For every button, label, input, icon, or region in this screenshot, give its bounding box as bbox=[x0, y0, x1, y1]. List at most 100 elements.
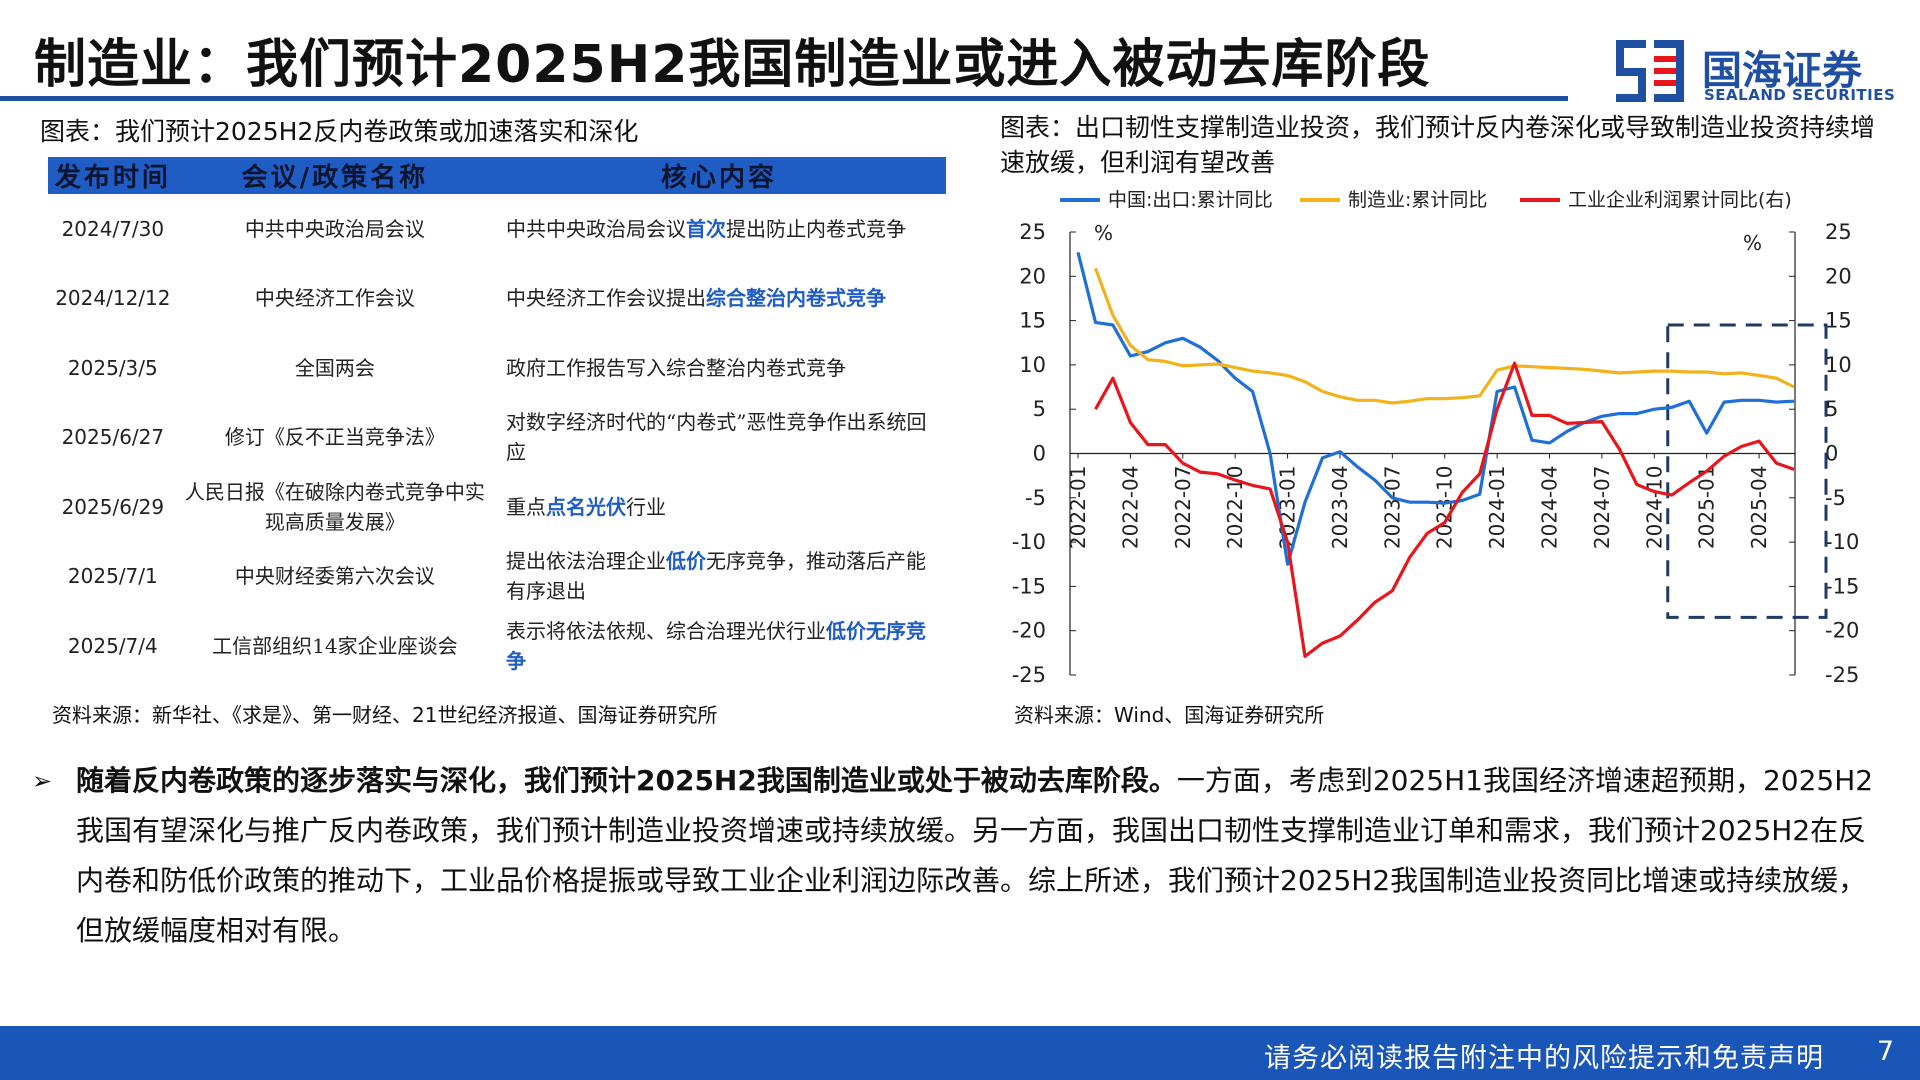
x-tick-label: 2025-04 bbox=[1747, 466, 1771, 550]
table-row: 2024/12/12 中央经济工作会议 中央经济工作会议提出综合整治内卷式竞争 bbox=[48, 264, 946, 334]
cell-policy-name: 修订《反不正当竞争法》 bbox=[224, 425, 445, 450]
right-unit-label: % bbox=[1743, 231, 1762, 255]
left-y-tick-label: -25 bbox=[1012, 663, 1046, 687]
core-text: 行业 bbox=[626, 494, 667, 519]
left-y-tick-label: 25 bbox=[1019, 220, 1046, 244]
cell-policy-name: 全国两会 bbox=[294, 355, 375, 380]
highlight-dashed-box bbox=[1666, 323, 1828, 619]
paragraph-body: 一方面，考虑到2025H1我国经济增速超预期，2025H2我国有望深化与推广反内… bbox=[76, 764, 1874, 947]
x-tick-label: 2023-04 bbox=[1328, 466, 1352, 550]
x-tick-label: 2025-01 bbox=[1695, 466, 1719, 550]
cell-policy-name: 中央经济工作会议 bbox=[254, 286, 415, 311]
left-y-tick-label: -15 bbox=[1012, 574, 1046, 598]
cell-policy-name: 人民日报《在破除内卷式竞争中实现高质量发展》 bbox=[184, 479, 485, 534]
x-tick-label: 2024-07 bbox=[1590, 466, 1614, 550]
page-number: 7 bbox=[1876, 1036, 1894, 1067]
cell-date: 2024/7/30 bbox=[61, 216, 165, 241]
right-y-tick-label: 15 bbox=[1825, 309, 1852, 333]
cell-core-content: 中央经济工作会议提出综合整治内卷式竞争 bbox=[492, 264, 946, 334]
right-y-tick-label: 20 bbox=[1825, 264, 1852, 288]
right-y-tick-label: 25 bbox=[1825, 220, 1852, 244]
right-y-tick-label: -25 bbox=[1825, 663, 1859, 687]
x-tick-label: 2022-04 bbox=[1118, 466, 1142, 550]
left-y-tick-label: -20 bbox=[1012, 619, 1046, 643]
cell-core-content: 提出依法治理企业低价无序竞争，推动落后产能有序退出 bbox=[492, 542, 946, 612]
left-y-tick-label: 5 bbox=[1033, 397, 1046, 421]
left-y-tick-label: 0 bbox=[1033, 442, 1046, 466]
core-text: 对数字经济时代的“内卷式”恶性竞争作出系统回应 bbox=[506, 410, 927, 465]
cell-policy-name: 工信部组织14家企业座谈会 bbox=[212, 633, 458, 658]
x-tick-label: 2022-07 bbox=[1171, 466, 1195, 550]
core-highlight: 首次 bbox=[686, 216, 727, 241]
x-tick-label: 2023-10 bbox=[1433, 466, 1457, 550]
core-text: 中共中央政治局会议 bbox=[506, 216, 687, 241]
core-text: 中央经济工作会议提出 bbox=[506, 286, 707, 311]
footer-bar: 请务必阅读报告附注中的风险提示和免责声明 7 bbox=[0, 1026, 1920, 1080]
cell-policy-name: 中央财经委第六次会议 bbox=[234, 564, 435, 589]
legend-label: 中国:出口:累计同比 bbox=[1108, 189, 1273, 211]
page-title: 制造业：我们预计2025H2我国制造业或进入被动去库阶段 bbox=[34, 35, 1431, 95]
summary-paragraph: ➢ 随着反内卷政策的逐步落实与深化，我们预计2025H2我国制造业或处于被动去库… bbox=[32, 756, 1882, 956]
table-row: 2025/7/4 工信部组织14家企业座谈会 表示将依法依规、综合治理光伏行业低价无… bbox=[48, 611, 946, 681]
cell-core-content: 表示将依法依规、综合治理光伏行业低价无序竞争 bbox=[492, 611, 946, 681]
cell-date: 2025/3/5 bbox=[67, 355, 158, 380]
cell-core-content: 中共中央政治局会议首次提出防止内卷式竞争 bbox=[492, 194, 946, 264]
core-text: 无序竞争，推动落后产能有序退出 bbox=[506, 549, 927, 604]
right-y-tick-label: -5 bbox=[1825, 486, 1846, 510]
cell-date: 2025/7/4 bbox=[67, 633, 158, 658]
table-row: 2024/7/30 中共中央政治局会议 中共中央政治局会议首次提出防止内卷式竞争 bbox=[48, 194, 946, 264]
series-line bbox=[1076, 252, 1795, 566]
series-line bbox=[1093, 267, 1795, 405]
left-y-tick-label: 10 bbox=[1019, 353, 1046, 377]
right-y-tick-label: -15 bbox=[1825, 574, 1859, 598]
left-source-note: 资料来源：新华社、《求是》、第一财经、21世纪经济报道、国海证券研究所 bbox=[52, 703, 718, 727]
logo-text-cn: 国海证券 bbox=[1702, 48, 1862, 94]
cell-core-content: 重点点名光伏行业 bbox=[492, 472, 946, 542]
x-tick-label: 2022-01 bbox=[1066, 466, 1090, 550]
core-highlight: 点名光伏 bbox=[546, 494, 627, 519]
x-tick-label: 2024-10 bbox=[1642, 466, 1666, 550]
cell-core-content: 对数字经济时代的“内卷式”恶性竞争作出系统回应 bbox=[492, 403, 946, 473]
left-y-tick-label: -5 bbox=[1025, 486, 1046, 510]
logo-text-en: SEALAND SECURITIES bbox=[1704, 86, 1896, 104]
right-y-tick-label: -20 bbox=[1825, 619, 1859, 643]
left-unit-label: % bbox=[1094, 221, 1113, 245]
header-date: 发布时间 bbox=[48, 157, 178, 194]
left-y-tick-label: 15 bbox=[1019, 309, 1046, 333]
cell-date: 2025/6/29 bbox=[61, 494, 165, 519]
right-source-note: 资料来源：Wind、国海证券研究所 bbox=[1014, 703, 1325, 727]
core-text: 表示将依法依规、综合治理光伏行业 bbox=[506, 618, 827, 643]
arrow-bullet-icon: ➢ bbox=[32, 767, 53, 795]
title-divider bbox=[0, 96, 1568, 101]
x-tick-label: 2023-01 bbox=[1276, 466, 1300, 550]
right-y-tick-label: 5 bbox=[1825, 397, 1838, 421]
table-row: 2025/6/29 人民日报《在破除内卷式竞争中实现高质量发展》 重点点名光伏行业 bbox=[48, 472, 946, 542]
header-core-content: 核心内容 bbox=[492, 157, 946, 194]
x-tick-label: 2024-01 bbox=[1485, 466, 1509, 550]
table-header-row: 发布时间 会议/政策名称 核心内容 bbox=[48, 157, 946, 194]
x-tick-label: 2022-10 bbox=[1223, 466, 1247, 550]
core-highlight: 综合整治内卷式竞争 bbox=[706, 286, 887, 311]
core-highlight: 低价 bbox=[666, 549, 707, 574]
cell-policy-name: 中共中央政治局会议 bbox=[244, 216, 425, 241]
left-y-tick-label: 20 bbox=[1019, 264, 1046, 288]
x-tick-label: 2023-07 bbox=[1380, 466, 1404, 550]
cell-core-content: 政府工作报告写入综合整治内卷式竞争 bbox=[492, 333, 946, 403]
core-highlight: 低价无序竞争 bbox=[506, 618, 927, 673]
table-row: 2025/7/1 中央财经委第六次会议 提出依法治理企业低价无序竞争，推动落后产能有… bbox=[48, 542, 946, 612]
paragraph-lead: 随着反内卷政策的逐步落实与深化，我们预计2025H2我国制造业或处于被动去库阶段… bbox=[76, 764, 1177, 797]
right-y-tick-label: 0 bbox=[1825, 442, 1838, 466]
series-line bbox=[1094, 361, 1795, 659]
legend-label: 制造业:累计同比 bbox=[1348, 189, 1487, 211]
legend-label: 工业企业利润累计同比(右) bbox=[1568, 189, 1792, 211]
sealand-logo-icon bbox=[1616, 40, 1684, 102]
x-tick-label: 2024-04 bbox=[1538, 466, 1562, 550]
core-text: 提出防止内卷式竞争 bbox=[726, 216, 907, 241]
core-text: 政府工作报告写入综合整治内卷式竞争 bbox=[506, 355, 847, 380]
table-row: 2025/6/27 修订《反不正当竞争法》 对数字经济时代的“内卷式”恶性竞争作出系… bbox=[48, 403, 946, 473]
core-text: 提出依法治理企业 bbox=[506, 549, 667, 574]
left-figure-caption: 图表：我们预计2025H2反内卷政策或加速落实和深化 bbox=[40, 117, 639, 146]
policy-table: 发布时间 会议/政策名称 核心内容 2024/7/30 中共中央政治局会议 中共中央… bbox=[48, 157, 946, 681]
paragraph-text: 随着反内卷政策的逐步落实与深化，我们预计2025H2我国制造业或处于被动去库阶段… bbox=[76, 756, 1882, 956]
cell-date: 2024/12/12 bbox=[55, 286, 171, 311]
